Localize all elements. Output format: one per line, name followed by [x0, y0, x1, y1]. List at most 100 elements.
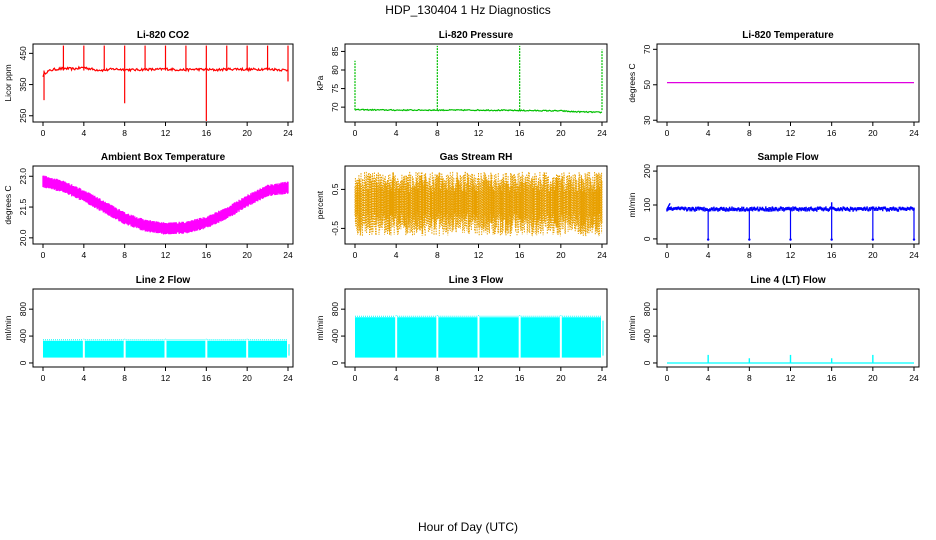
x-tick-label: 8	[747, 128, 752, 138]
x-tick-label: 16	[515, 250, 525, 260]
x-tick-label: 16	[827, 128, 837, 138]
y-tick-label: 80	[330, 65, 340, 75]
dip-point	[789, 238, 792, 241]
panel-frame	[656, 43, 920, 123]
x-tick-label: 20	[868, 128, 878, 138]
y-tick-label: 30	[642, 115, 652, 125]
panel-title: Li-820 Pressure	[439, 30, 514, 41]
panel-title: Ambient Box Temperature	[101, 152, 226, 163]
flow-band-segment	[355, 317, 396, 358]
flow-band-segment	[561, 317, 601, 358]
flow-band-segment	[248, 340, 287, 358]
x-tick-label: 12	[161, 373, 171, 383]
y-tick-label: 0	[642, 236, 652, 241]
y-tick-label: 0	[18, 360, 28, 365]
panel-2: Li-820 Pressure 0 4 8 12 16 20 24 70 75 80 85 kPa	[315, 30, 608, 138]
x-tick-label: 8	[122, 128, 127, 138]
x-tick-label: 0	[353, 373, 358, 383]
flow-band-segment	[479, 317, 519, 358]
x-tick-label: 8	[122, 250, 127, 260]
panel-frame	[32, 43, 294, 123]
x-tick-label: 4	[394, 373, 399, 383]
x-tick-label: 0	[41, 250, 46, 260]
y-tick-label: 20.0	[18, 229, 28, 246]
x-tick-label: 16	[202, 250, 212, 260]
y-tick-label: 75	[330, 84, 340, 94]
x-tick-label: 4	[81, 373, 86, 383]
panel-title: Li-820 Temperature	[742, 30, 834, 41]
panel-frame	[656, 288, 920, 368]
panel-frame	[344, 43, 608, 123]
panel-5: Gas Stream RH 0 4 8 12 16 20 24 -0.5 0.5 percent	[315, 152, 608, 260]
plot-area	[42, 175, 289, 235]
x-tick-label: 24	[597, 373, 607, 383]
x-tick-label: 16	[827, 250, 837, 260]
x-tick-label: 12	[161, 128, 171, 138]
x-tick-label: 12	[474, 128, 484, 138]
panel-frame	[32, 288, 294, 368]
x-tick-label: 12	[474, 373, 484, 383]
x-tick-label: 20	[868, 250, 878, 260]
panel-4: Ambient Box Temperature 0 4 8 12 16 20 24 20.0 21…	[3, 152, 294, 260]
dip-point	[871, 238, 875, 241]
y-tick-label: 50	[642, 80, 652, 90]
panel-title: Li-820 CO2	[137, 30, 190, 41]
y-axis-label: ml/min	[315, 315, 325, 340]
flow-band-segment	[438, 317, 478, 358]
x-tick-label: 12	[474, 250, 484, 260]
x-tick-label: 8	[747, 373, 752, 383]
x-tick-label: 0	[41, 128, 46, 138]
x-tick-label: 12	[786, 250, 796, 260]
x-tick-label: 20	[556, 250, 566, 260]
x-tick-label: 8	[747, 250, 752, 260]
panel-title: Line 3 Flow	[449, 275, 504, 286]
y-tick-label: 70	[642, 44, 652, 54]
x-tick-label: 4	[394, 250, 399, 260]
x-tick-label: 4	[394, 128, 399, 138]
x-tick-label: 8	[435, 250, 440, 260]
panel-title: Line 2 Flow	[136, 275, 191, 286]
plot-area	[667, 354, 914, 364]
x-tick-label: 16	[515, 128, 525, 138]
y-tick-label: 70	[330, 102, 340, 112]
panel-frame	[344, 288, 608, 368]
start-mark	[666, 202, 671, 210]
y-tick-label: 21.5	[18, 199, 28, 216]
x-tick-label: 8	[122, 373, 127, 383]
x-tick-label: 4	[706, 250, 711, 260]
y-tick-label: 23.0	[18, 168, 28, 185]
y-tick-label: 800	[330, 302, 340, 316]
x-tick-label: 0	[665, 373, 670, 383]
x-tick-label: 24	[909, 250, 919, 260]
dip-point	[912, 238, 916, 241]
x-tick-label: 12	[161, 250, 171, 260]
x-tick-label: 8	[435, 373, 440, 383]
y-axis-label: ml/min	[627, 192, 637, 217]
x-tick-label: 0	[353, 128, 358, 138]
y-axis-label: ml/min	[3, 315, 13, 340]
y-axis-label: percent	[315, 190, 325, 219]
x-tick-label: 0	[665, 250, 670, 260]
x-tick-label: 8	[435, 128, 440, 138]
y-tick-label: 800	[642, 302, 652, 316]
x-tick-label: 16	[515, 373, 525, 383]
temperature-band	[42, 175, 289, 235]
x-tick-label: 16	[202, 373, 212, 383]
x-tick-label: 24	[283, 128, 293, 138]
plot-area	[42, 45, 289, 121]
y-tick-label: 85	[330, 46, 340, 56]
y-tick-label: 0	[330, 360, 340, 365]
flow-band-segment	[125, 340, 165, 358]
x-tick-label: 4	[81, 250, 86, 260]
x-tick-label: 4	[706, 128, 711, 138]
panel-frame	[32, 165, 294, 245]
x-tick-label: 16	[827, 373, 837, 383]
y-tick-label: 800	[18, 302, 28, 316]
panel-frame	[344, 165, 608, 245]
x-tick-label: 0	[353, 250, 358, 260]
y-tick-label: 250	[18, 108, 28, 122]
y-tick-label: 100	[642, 198, 652, 212]
x-tick-label: 24	[283, 250, 293, 260]
rh-noise	[354, 171, 603, 237]
